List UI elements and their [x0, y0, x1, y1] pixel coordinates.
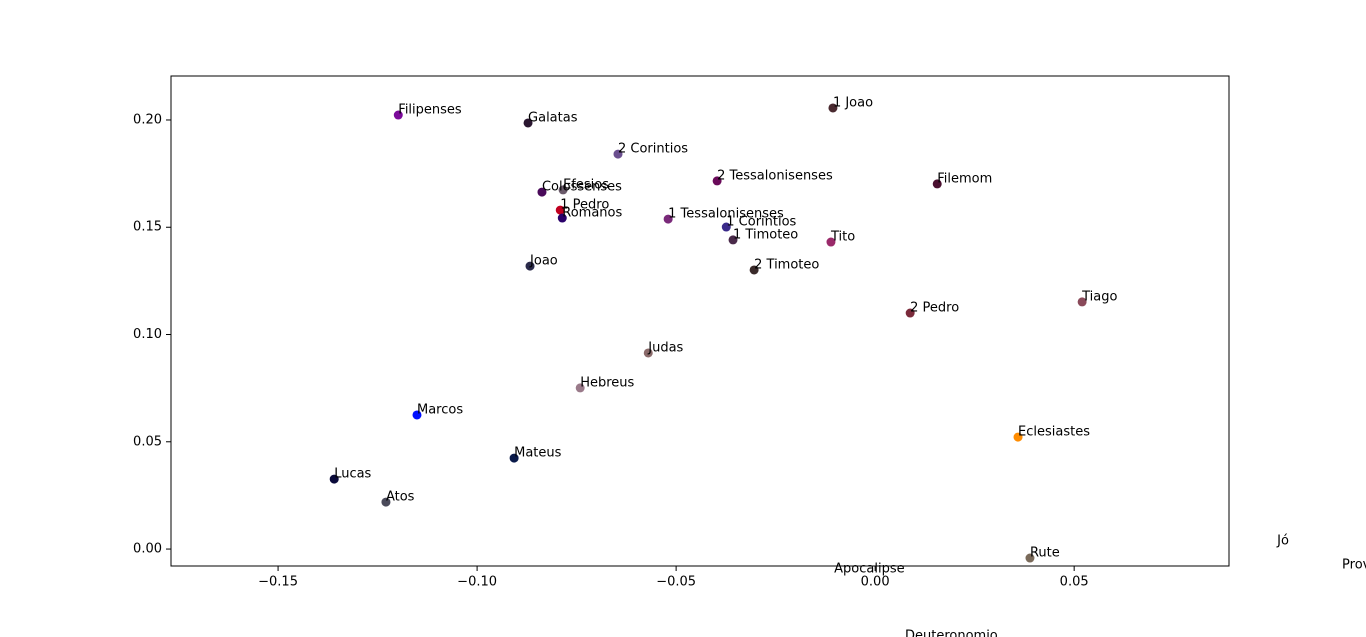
plot-area: [329, 103, 1087, 563]
point: [1025, 553, 1035, 563]
point-label: Filipenses: [398, 103, 462, 118]
point: [537, 187, 547, 197]
point-label: 1 Corintios: [726, 215, 796, 230]
point: [643, 348, 653, 358]
point-label: Marcos: [417, 402, 463, 417]
y-tick-label: 0.05: [133, 434, 162, 449]
point-label: 2 Corintios: [618, 142, 688, 157]
point: [393, 110, 403, 120]
point: [412, 410, 422, 420]
point-label: Hebreus: [580, 375, 634, 390]
y-tick-label: 0.15: [133, 220, 162, 235]
point-label: Deuteronomio: [905, 629, 998, 637]
point: [1013, 432, 1023, 442]
axes-frame: [170, 75, 1230, 567]
y-tick-label: 0.00: [133, 542, 162, 557]
point-label: Lucas: [334, 467, 371, 482]
point-label: Judas: [647, 340, 683, 355]
point-label: Tito: [830, 230, 855, 245]
point-label: 2 Tessalonisenses: [717, 168, 833, 183]
point-label: Apocalipse: [834, 562, 904, 577]
point: [932, 179, 942, 189]
point: [663, 214, 673, 224]
x-tick-label: 0.00: [861, 575, 890, 590]
point-label: Provérbios: [1342, 558, 1366, 573]
point: [1077, 297, 1087, 307]
point: [613, 149, 623, 159]
point-label: Galatas: [528, 110, 578, 125]
point-label: Rute: [1030, 546, 1060, 561]
point-label: Tiago: [1081, 289, 1117, 304]
point: [509, 453, 519, 463]
point-label: Romanos: [562, 206, 622, 221]
point-label: Mateus: [514, 446, 562, 461]
y-tick-label: 0.10: [133, 327, 162, 342]
point: [828, 103, 838, 113]
point-label: Filemom: [937, 171, 992, 186]
point: [558, 185, 568, 195]
point-label: Colossenses: [542, 180, 622, 195]
point-label: 1 Joao: [833, 95, 873, 110]
point-label: 2 Pedro: [910, 301, 959, 316]
point: [557, 213, 567, 223]
x-tick-label: −0.10: [457, 575, 497, 590]
point-label: 1 Tessalonisenses: [668, 207, 784, 222]
point: [749, 265, 759, 275]
x-tick-label: −0.15: [258, 575, 298, 590]
point-label: 1 Pedro: [560, 198, 609, 213]
point: [555, 205, 565, 215]
point: [523, 118, 533, 128]
point: [525, 261, 535, 271]
point-label: 1 Timoteo: [733, 227, 798, 242]
point-label: Atos: [386, 490, 415, 505]
point: [905, 308, 915, 318]
point: [728, 235, 738, 245]
point-label: 2 Timoteo: [754, 257, 819, 272]
point: [712, 176, 722, 186]
point-label: Joao: [529, 254, 558, 269]
point-label: Jó: [1276, 534, 1289, 549]
x-tick-label: 0.05: [1060, 575, 1089, 590]
point: [329, 474, 339, 484]
point-label: Efesios: [563, 177, 609, 192]
point: [381, 497, 391, 507]
point: [575, 383, 585, 393]
y-tick-label: 0.20: [133, 112, 162, 127]
point: [721, 222, 731, 232]
point-label: Eclesiastes: [1018, 425, 1090, 440]
point: [826, 237, 836, 247]
x-tick-label: −0.05: [656, 575, 696, 590]
